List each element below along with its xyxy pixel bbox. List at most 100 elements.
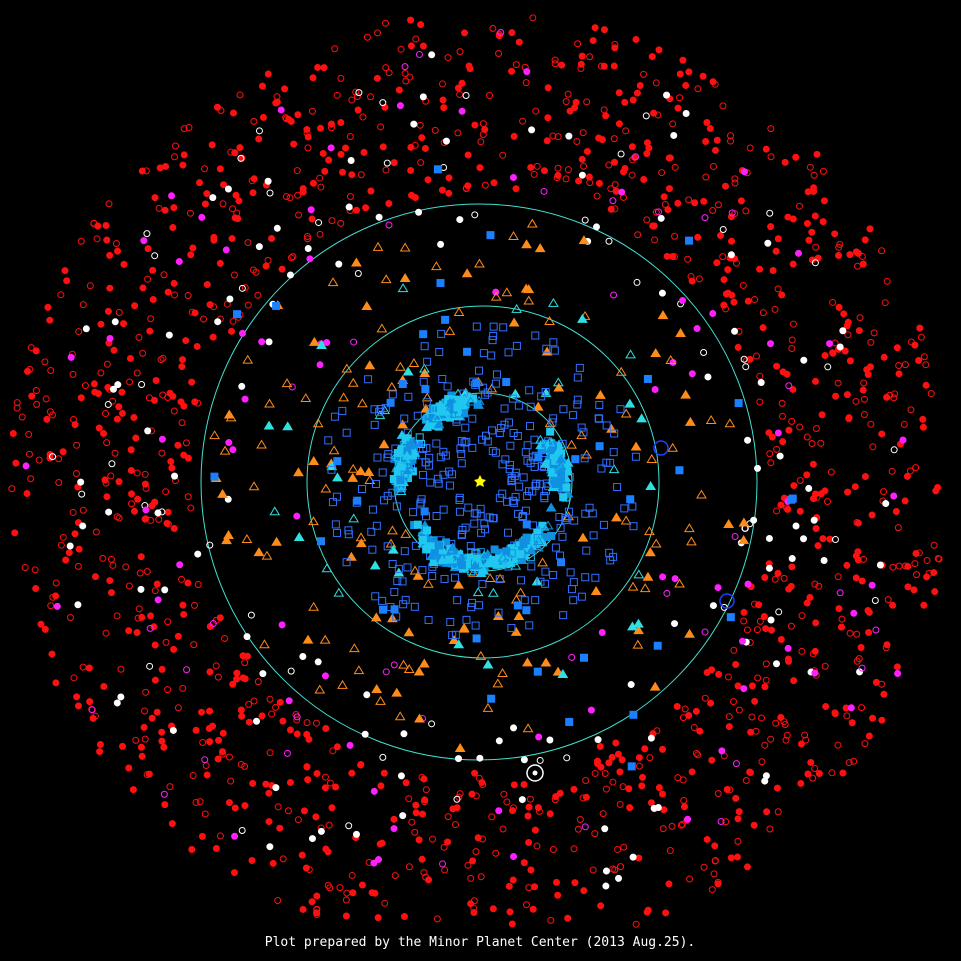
object-marker bbox=[470, 904, 478, 912]
object-marker bbox=[57, 541, 65, 549]
object-marker bbox=[861, 740, 869, 748]
object-marker bbox=[586, 53, 594, 61]
object-marker bbox=[241, 284, 249, 292]
object-marker bbox=[231, 149, 239, 157]
object-marker bbox=[611, 205, 619, 213]
object-marker bbox=[431, 412, 443, 422]
object-marker bbox=[113, 699, 121, 707]
object-marker bbox=[579, 794, 587, 802]
object-marker bbox=[281, 378, 293, 388]
object-marker bbox=[285, 697, 293, 705]
object-marker bbox=[471, 211, 479, 219]
object-marker bbox=[657, 310, 669, 320]
object-marker bbox=[410, 602, 419, 611]
object-marker bbox=[591, 830, 599, 838]
object-marker bbox=[714, 789, 722, 797]
object-marker bbox=[564, 914, 572, 922]
object-marker bbox=[77, 394, 85, 402]
object-marker bbox=[439, 96, 447, 104]
object-marker bbox=[619, 168, 627, 176]
object-marker bbox=[609, 552, 618, 561]
object-marker bbox=[674, 774, 682, 782]
object-marker bbox=[424, 176, 432, 184]
object-marker bbox=[333, 91, 341, 99]
object-marker bbox=[602, 785, 610, 793]
object-marker bbox=[171, 472, 179, 480]
object-marker bbox=[348, 513, 360, 523]
object-marker bbox=[737, 197, 745, 205]
object-marker bbox=[443, 382, 452, 391]
object-marker bbox=[778, 291, 786, 299]
object-marker bbox=[531, 596, 540, 605]
object-marker bbox=[858, 664, 866, 672]
object-marker bbox=[147, 612, 155, 620]
object-marker bbox=[732, 794, 740, 802]
object-marker bbox=[906, 467, 914, 475]
object-marker bbox=[919, 423, 927, 431]
object-marker bbox=[27, 475, 35, 483]
object-marker bbox=[636, 82, 644, 90]
object-marker bbox=[256, 439, 267, 449]
object-marker bbox=[774, 429, 782, 437]
object-marker bbox=[575, 177, 583, 185]
object-marker bbox=[293, 532, 305, 542]
object-marker bbox=[514, 401, 523, 410]
object-marker bbox=[527, 562, 536, 571]
object-marker bbox=[578, 171, 586, 179]
object-marker bbox=[481, 390, 490, 399]
object-marker bbox=[860, 379, 868, 387]
object-marker bbox=[684, 255, 692, 263]
object-marker bbox=[456, 90, 464, 98]
object-marker bbox=[508, 67, 516, 75]
object-marker bbox=[901, 497, 909, 505]
object-marker bbox=[367, 93, 375, 101]
object-marker bbox=[61, 267, 69, 275]
object-marker bbox=[422, 786, 430, 794]
object-marker bbox=[765, 564, 773, 572]
object-marker bbox=[767, 340, 775, 348]
object-marker bbox=[609, 448, 618, 457]
object-marker bbox=[418, 855, 426, 863]
object-marker bbox=[165, 331, 173, 339]
object-marker bbox=[178, 363, 186, 371]
object-marker bbox=[788, 336, 796, 344]
object-marker bbox=[183, 666, 191, 674]
object-marker bbox=[554, 171, 562, 179]
object-marker bbox=[831, 710, 839, 718]
object-marker bbox=[306, 255, 314, 263]
object-marker bbox=[523, 491, 532, 500]
object-marker bbox=[488, 813, 496, 821]
object-marker bbox=[421, 392, 433, 402]
object-marker bbox=[147, 315, 155, 323]
object-marker bbox=[229, 680, 237, 688]
object-marker bbox=[720, 301, 728, 309]
object-marker bbox=[194, 580, 202, 588]
object-marker bbox=[326, 779, 334, 787]
object-marker bbox=[774, 285, 782, 293]
object-marker bbox=[508, 317, 520, 327]
object-marker bbox=[216, 259, 224, 267]
object-marker bbox=[774, 235, 782, 243]
object-marker bbox=[464, 861, 472, 869]
object-marker bbox=[174, 704, 182, 712]
object-marker bbox=[581, 823, 589, 831]
object-marker bbox=[611, 44, 619, 52]
object-marker bbox=[589, 531, 598, 540]
object-marker bbox=[188, 845, 196, 853]
object-marker bbox=[412, 801, 420, 809]
object-marker bbox=[193, 342, 201, 350]
object-marker bbox=[602, 867, 610, 875]
object-marker bbox=[522, 520, 531, 529]
object-marker bbox=[316, 340, 327, 350]
object-marker bbox=[546, 427, 555, 436]
object-marker bbox=[585, 503, 594, 512]
object-marker bbox=[445, 189, 453, 197]
object-marker bbox=[595, 400, 604, 409]
object-marker bbox=[457, 450, 466, 459]
object-marker bbox=[28, 392, 36, 400]
object-marker bbox=[508, 807, 516, 815]
object-marker bbox=[615, 89, 623, 97]
object-marker bbox=[692, 749, 700, 757]
object-marker bbox=[471, 769, 479, 777]
object-marker bbox=[152, 376, 160, 384]
